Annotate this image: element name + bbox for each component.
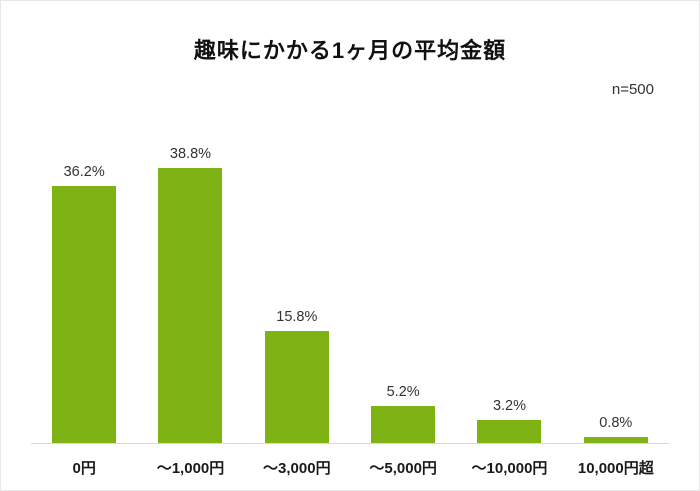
bar-value-label: 15.8% [276,308,318,325]
x-axis-label: ～5,000円 [369,460,437,477]
bar [371,406,436,443]
bar-value-label: 36.2% [63,163,105,180]
bar-column: 0.8% [563,415,669,443]
bar [583,437,648,443]
bar [264,330,329,443]
chart-title: 趣味にかかる1ヶ月の平均金額 [193,38,507,63]
bar-value-label: 38.8% [169,145,212,162]
bar-column: 3.2% [456,398,562,443]
x-axis-label: ～1,000円 [156,460,225,477]
x-axis-label: 0円 [72,460,96,477]
bar-value-label: 5.2% [386,384,420,401]
bar-column: 38.8% [137,146,243,443]
bar-column: 36.2% [31,164,137,443]
sample-size-annotation: n=500 [611,81,654,98]
x-axis-label: ～10,000円 [471,460,548,477]
bar [158,167,223,443]
x-axis-label: 10,000円超 [577,460,654,477]
bar-column: 5.2% [350,384,456,443]
x-axis-labels: 0円 ～1,000円 ～3,000円 ～5,000円 ～10,000円 10,0… [31,457,669,478]
bar-value-label: 3.2% [492,398,526,415]
bar-column: 15.8% [244,309,350,443]
bar [52,185,117,443]
bar-value-label: 0.8% [599,415,633,432]
x-axis-label: ～3,000円 [263,460,331,477]
plot-area: 36.2% 38.8% 15.8% 5.2% 3.2% 0.8% [31,113,669,444]
bar [477,420,542,443]
